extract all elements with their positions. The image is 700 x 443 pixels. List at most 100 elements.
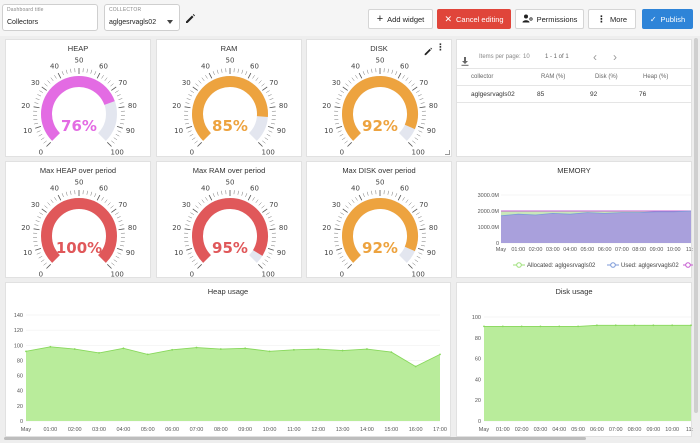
gauge-tick-label: 90 [277,249,286,257]
x-tick-label: 04:00 [552,427,566,433]
dashboard-title-field[interactable]: Dashboard title Collectors [2,4,98,31]
gauge-tick [110,205,114,209]
gauge-tick-label: 100 [110,271,123,279]
heap-usage-point [439,353,441,356]
disk-usage-point [614,324,617,327]
chevron-left-icon[interactable]: ‹ [593,50,597,64]
gauge-tick [46,264,51,269]
gauge-tick [201,77,205,81]
gauge-tick [418,252,423,255]
gauge-tick [266,256,271,259]
column-header-heap[interactable]: Heap (%) [643,74,669,80]
plus-icon: + [376,12,384,25]
gauge-tick [221,68,223,73]
gauge-tick [258,202,262,206]
collector-label: COLLECTOR [109,7,142,13]
disk-usage-area [484,325,691,421]
gauge-tick [191,259,196,263]
gauge-tick-label: 30 [332,201,341,209]
gauge-tick-label: 10 [324,127,333,135]
collector-select[interactable]: COLLECTOR aglgesrvagls02 [104,4,180,31]
widget-menu-icon[interactable]: ⋮ [436,42,445,52]
gauge-tick-label: 30 [332,79,341,87]
gauge-tick [188,94,193,97]
gauge-tick [237,190,239,195]
max-heap-gauge-title: Max HEAP over period [39,166,117,175]
gauge-tick [419,228,426,231]
legend-item[interactable]: Used: aglgesrvagls02 [621,263,679,269]
x-tick-label: 05:00 [580,247,594,253]
pagination-range: 1 - 1 of 1 [545,54,569,60]
heap-gauge: 0 10 20 30 40 50 60 70 80 90 100 76% [21,57,137,157]
edit-title-icon[interactable] [184,11,196,29]
vertical-scrollbar[interactable] [694,38,698,413]
gauge-tick [46,142,51,147]
ram-gauge-title: RAM [220,44,238,53]
collectors-table-panel: Items per page: 10 1 - 1 of 1 ‹ › collec… [456,39,692,157]
column-header-ram[interactable]: RAM (%) [541,74,566,80]
gauge-tick [355,75,358,79]
edit-widget-icon[interactable] [423,43,433,61]
gauge-tick [270,244,275,247]
heap-usage-point [195,346,198,349]
gauge-tick [185,122,190,125]
gauge-tick [39,90,43,93]
x-tick-label: 08:00 [628,427,642,433]
gauge-tick [411,83,415,87]
heap-usage-point [49,345,52,348]
gauge-tick [371,190,373,195]
gauge-tick [264,259,269,263]
gauge-tick [362,71,365,76]
more-button[interactable]: ⋮ More [588,9,636,29]
disk-usage-point [520,325,523,328]
gauge-value-arc [342,198,418,263]
x-tick-label: 07:00 [190,427,204,433]
gauge-tick [119,122,124,125]
heap-usage-point [98,351,100,354]
gauge-tick [185,244,190,247]
gauge-tick [420,224,425,226]
items-per-page-select[interactable]: 10 [523,54,530,60]
max-ram-gauge: 0 10 20 30 40 50 60 70 80 90 100 95% [172,179,288,279]
gauge-tick [418,130,423,133]
gauge-tick [417,247,424,251]
gauge-tick [33,241,38,242]
permissions-button[interactable]: Permissions [515,9,584,29]
gauge-tick [412,140,416,144]
legend-item[interactable]: Allocated: aglgesrvagls02 [527,263,596,269]
gauge-tick [86,190,88,195]
publish-button[interactable]: ✓ Publish [642,9,693,29]
x-tick-label: 06:00 [598,247,612,253]
gauge-tick [90,69,93,74]
column-header-collector[interactable]: collector [471,74,494,80]
x-tick-label: 13:00 [336,427,350,433]
gauge-tick [186,220,191,222]
gauge-tick [419,98,424,100]
gauge-tick [44,205,48,209]
gauge-tick [221,190,223,195]
add-widget-button[interactable]: + Add widget [368,9,433,29]
horizontal-scrollbar[interactable] [4,437,586,440]
heap-gauge-title: HEAP [67,44,89,53]
max-disk-gauge-panel: Max DISK over period 0 10 20 30 40 50 60 70 80 90… [306,161,452,279]
disk-usage-title: Disk usage [555,287,593,296]
gauge-tick-label: 0 [39,271,43,279]
gauge-tick [241,191,244,196]
gauge-tick-label: 10 [23,249,32,257]
chevron-right-icon[interactable]: › [613,50,617,64]
gauge-tick [197,264,202,269]
gauge-tick [337,252,342,255]
gauge-value-label: 85% [212,117,248,135]
cancel-editing-button[interactable]: ✕ Cancel editing [437,9,511,29]
x-tick-label: 02:00 [68,427,82,433]
gauge-tick-label: 90 [427,249,436,257]
table-cell-disk: 92 [590,91,598,98]
download-icon[interactable] [461,53,469,71]
gauge-tick [247,72,252,79]
gauge-tick-label: 0 [39,149,43,157]
gauge-tick [395,193,398,198]
max-heap-gauge: 0 10 20 30 40 50 60 70 80 90 100 100% [21,179,137,279]
column-header-disk[interactable]: Disk (%) [595,74,618,80]
x-tick-label: 02:00 [515,427,529,433]
resize-handle-icon[interactable] [445,150,450,155]
